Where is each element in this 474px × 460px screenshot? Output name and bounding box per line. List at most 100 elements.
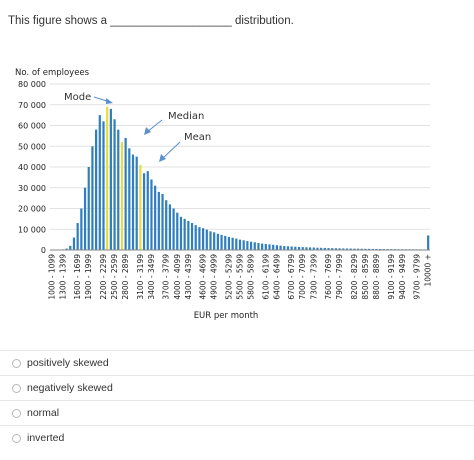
bar bbox=[264, 243, 267, 250]
bar bbox=[301, 247, 304, 250]
median-arrowhead bbox=[144, 127, 151, 135]
bar bbox=[168, 204, 172, 250]
bar bbox=[331, 248, 334, 250]
x-tick-label: 10000 + bbox=[424, 254, 433, 287]
bar bbox=[253, 242, 256, 250]
bar bbox=[216, 233, 219, 250]
radio-button[interactable] bbox=[12, 433, 21, 443]
x-tick-label: 2200 - 2299 bbox=[99, 254, 108, 300]
bar bbox=[205, 229, 208, 250]
bar bbox=[220, 234, 223, 250]
bar bbox=[98, 115, 101, 251]
option-label: normal bbox=[27, 407, 60, 419]
bar bbox=[131, 154, 135, 250]
bar bbox=[338, 248, 341, 250]
x-tick-label: 7600 - 7699 bbox=[324, 254, 333, 300]
highlight-bar bbox=[120, 142, 124, 250]
bar bbox=[102, 121, 105, 250]
answer-options: positively skewed negatively skewed norm… bbox=[0, 350, 474, 450]
bar bbox=[297, 246, 301, 250]
bar bbox=[249, 241, 253, 250]
bar bbox=[146, 171, 149, 250]
bar bbox=[305, 247, 308, 250]
bar bbox=[294, 246, 297, 250]
gridlines bbox=[50, 83, 430, 251]
bar bbox=[113, 119, 116, 250]
bar bbox=[142, 173, 146, 250]
x-tick-label: 1900 - 1999 bbox=[84, 254, 93, 300]
x-tick-label: 9400 - 9499 bbox=[398, 254, 407, 300]
bar bbox=[190, 223, 194, 250]
bar bbox=[227, 236, 231, 250]
y-tick-label: 70 000 bbox=[18, 101, 46, 110]
mode-label: Mode bbox=[64, 92, 91, 103]
x-tick-label: 7000 - 7099 bbox=[298, 254, 307, 300]
bar bbox=[272, 244, 275, 250]
mean-arrow bbox=[161, 141, 181, 160]
x-tick-label: 6400 - 6499 bbox=[272, 254, 281, 300]
y-axis-label: No. of employees bbox=[15, 68, 90, 78]
x-tick-label: 5200 - 5299 bbox=[224, 254, 233, 300]
radio-button[interactable] bbox=[12, 358, 21, 368]
x-tick-label: 4300 - 4399 bbox=[184, 254, 193, 300]
x-tick-label: 2800 - 2899 bbox=[121, 254, 130, 300]
bar bbox=[279, 245, 282, 250]
bar bbox=[91, 146, 94, 250]
histogram-svg: 0 10 000 20 000 30 000 40 000 50 000 60 000 70 … bbox=[15, 68, 433, 321]
option-inverted[interactable]: inverted bbox=[0, 425, 474, 450]
bar bbox=[316, 247, 319, 250]
x-tick-label: 5800 - 5899 bbox=[247, 254, 256, 300]
y-tick-label: 80 000 bbox=[18, 80, 46, 89]
bar bbox=[327, 248, 330, 250]
x-tick-label: 9100 - 9199 bbox=[387, 254, 396, 300]
median-annotation: Median bbox=[144, 111, 204, 135]
mean-annotation: Mean bbox=[159, 132, 211, 162]
bar bbox=[268, 244, 271, 250]
x-tick-label: 5500 - 5599 bbox=[236, 254, 245, 300]
x-tick-label: 6700 - 6799 bbox=[287, 254, 296, 300]
bar bbox=[334, 248, 338, 250]
x-tick-label: 8500 - 8599 bbox=[361, 254, 370, 300]
bar bbox=[161, 193, 164, 250]
option-label: negatively skewed bbox=[27, 382, 113, 394]
bar bbox=[371, 248, 374, 250]
bar bbox=[202, 228, 205, 250]
radio-button[interactable] bbox=[12, 383, 21, 393]
radio-button[interactable] bbox=[12, 408, 21, 418]
y-tick-label: 60 000 bbox=[18, 122, 46, 131]
option-label: positively skewed bbox=[27, 357, 109, 369]
bar bbox=[194, 225, 197, 250]
bar bbox=[154, 185, 157, 250]
x-tick-label: 2500 - 2599 bbox=[110, 254, 119, 300]
bar bbox=[275, 245, 278, 250]
bar bbox=[342, 248, 345, 250]
highlight-bar bbox=[139, 164, 142, 250]
mode-arrowhead bbox=[106, 98, 113, 104]
bar bbox=[356, 248, 360, 250]
bar bbox=[187, 220, 190, 250]
x-tick-label: 3100 - 3199 bbox=[136, 254, 145, 300]
x-tick-label: 3400 - 3499 bbox=[147, 254, 156, 300]
x-tick-labels: 1000 - 1099 1300 - 1399 1600 - 1699 1900 - … bbox=[47, 254, 432, 300]
bar bbox=[135, 156, 138, 251]
bar bbox=[176, 212, 179, 250]
bar bbox=[312, 247, 315, 250]
question-text: This figure shows a ___________________ … bbox=[8, 15, 294, 27]
bar bbox=[261, 243, 264, 250]
option-negatively-skewed[interactable]: negatively skewed bbox=[0, 375, 474, 400]
bar bbox=[80, 208, 83, 250]
highlight-bar bbox=[106, 106, 109, 250]
bar bbox=[69, 245, 72, 250]
x-tick-label: 4000 - 4099 bbox=[173, 254, 182, 300]
bar bbox=[109, 108, 112, 251]
mode-annotation: Mode bbox=[64, 92, 113, 104]
y-tick-labels: 0 10 000 20 000 30 000 40 000 50 000 60 000 70 … bbox=[18, 80, 46, 255]
mean-label: Mean bbox=[184, 132, 211, 143]
option-label: inverted bbox=[27, 432, 65, 444]
bar bbox=[65, 248, 68, 250]
mean-arrowhead bbox=[159, 154, 166, 162]
bar bbox=[320, 247, 323, 250]
bar bbox=[72, 237, 76, 250]
option-normal[interactable]: normal bbox=[0, 400, 474, 425]
option-positively-skewed[interactable]: positively skewed bbox=[0, 350, 474, 375]
